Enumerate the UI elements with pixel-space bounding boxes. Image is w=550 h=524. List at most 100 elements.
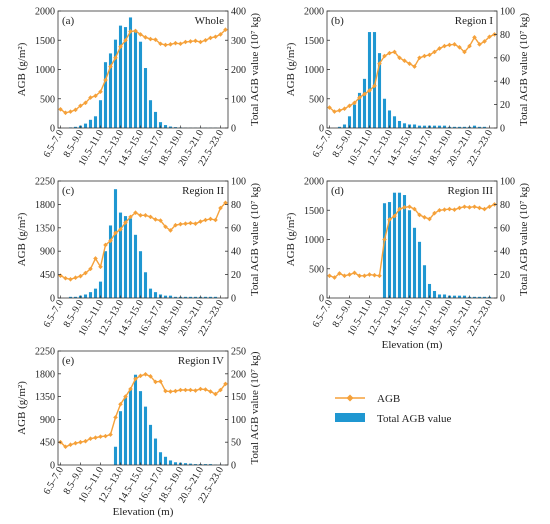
bar [432, 125, 437, 128]
agb-point [457, 205, 462, 211]
agb-point [412, 206, 417, 212]
left-tick-label: 1500 [304, 36, 324, 47]
bar [457, 295, 462, 298]
bar [452, 126, 457, 128]
agb-point [118, 44, 123, 49]
agb-point [103, 242, 108, 248]
bar [108, 225, 113, 298]
agb-point [63, 275, 68, 281]
agb-point [367, 272, 372, 277]
agb-point [432, 210, 437, 216]
x-axis-label: Elevation (m) [382, 339, 443, 351]
agb-point [118, 401, 123, 407]
agb-point [198, 39, 203, 45]
bar [387, 202, 392, 298]
agb-point [123, 37, 128, 43]
legend-line-marker [346, 394, 354, 402]
agb-line [329, 33, 495, 113]
agb-point [437, 207, 442, 213]
bar [193, 464, 198, 465]
agb-point [158, 379, 163, 384]
agb-point [467, 43, 472, 49]
bar [163, 125, 168, 128]
right-tick-label: 100 [500, 7, 515, 18]
bar [462, 126, 467, 128]
bar [367, 32, 372, 129]
left-tick-label: 1500 [304, 206, 324, 217]
agb-point [193, 221, 198, 226]
agb-point [168, 42, 173, 47]
bar [472, 296, 477, 298]
left-tick-label: 500 [309, 94, 324, 105]
bar [397, 120, 402, 128]
agb-point [188, 39, 193, 44]
panel-title: Region III [447, 185, 493, 197]
bar [153, 111, 158, 128]
agb-line [60, 202, 227, 281]
agb-line [329, 203, 495, 279]
agb-point [392, 213, 397, 219]
bar [128, 218, 133, 298]
bar [203, 296, 208, 298]
bar [98, 281, 103, 298]
agb-point [63, 110, 68, 116]
bar [148, 288, 153, 298]
bar [103, 62, 108, 128]
bar [103, 251, 108, 298]
bar [93, 116, 98, 128]
agb-point [148, 214, 153, 220]
agb-point [442, 207, 447, 212]
left-axis-label: AGB (g/m²) [285, 42, 297, 96]
chart-panel-2: 05001000150020000204060801006.5–7.08.5–9… [285, 7, 530, 169]
agb-point [432, 49, 437, 55]
agb-point [337, 108, 342, 113]
bar [138, 391, 143, 465]
bar [357, 92, 362, 128]
agb-point [218, 387, 223, 393]
left-tick-label: 0 [50, 124, 55, 135]
plot-frame [57, 180, 229, 299]
agb-point [178, 387, 183, 393]
agb-point [58, 106, 63, 112]
agb-point [78, 103, 83, 109]
left-tick-label: 0 [319, 294, 324, 305]
agb-point [482, 39, 487, 44]
agb-point [477, 42, 482, 47]
agb-point [128, 386, 133, 392]
bar [477, 126, 482, 128]
agb-point [487, 204, 492, 210]
bar [88, 119, 93, 128]
legend: AGB Total AGB value [335, 393, 452, 425]
agb-point [357, 95, 362, 100]
agb-point [168, 228, 173, 233]
agb-point [78, 439, 83, 445]
bar [133, 234, 138, 298]
bar [153, 292, 158, 298]
agb-point [218, 32, 223, 37]
left-tick-label: 1800 [35, 369, 55, 380]
plot-frame [57, 350, 229, 466]
panel-letter: (a) [62, 15, 75, 27]
right-tick-label: 20 [500, 270, 510, 281]
bar [133, 374, 138, 465]
left-tick-label: 2000 [304, 7, 324, 18]
left-tick-label: 500 [309, 264, 324, 275]
bar [123, 27, 128, 129]
bar [402, 195, 407, 298]
right-tick-label: 60 [231, 223, 241, 234]
agb-line [60, 373, 227, 448]
agb-point [437, 46, 442, 51]
agb-point [183, 221, 188, 226]
plot-frame [326, 180, 498, 299]
agb-point [163, 388, 168, 394]
agb-point [103, 77, 108, 83]
panel-title: Region II [182, 185, 224, 197]
agb-point [163, 224, 168, 230]
chart-panel-3: 04509001350180022500204060801006.5–7.08.… [16, 177, 261, 339]
agb-point [407, 204, 412, 210]
right-tick-label: 400 [231, 7, 246, 18]
left-tick-label: 2000 [304, 177, 324, 188]
right-axis-label: Total AGB value (10⁷ kg) [249, 13, 261, 126]
agb-point [68, 442, 73, 448]
agb-point [73, 440, 78, 446]
